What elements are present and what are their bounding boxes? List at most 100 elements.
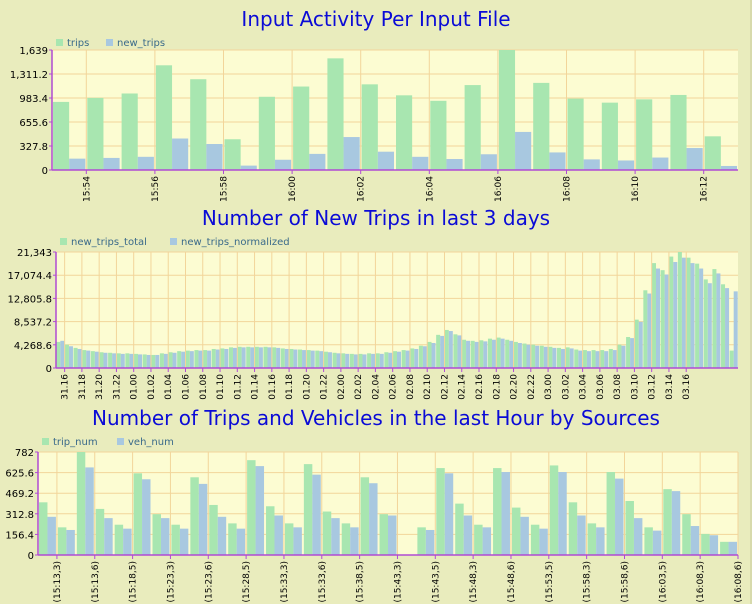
- bar-trip-num: [511, 507, 521, 555]
- chart-input-activity: Input Activity Per Input File trips new_…: [10, 7, 738, 202]
- bar-new-trips-total: [660, 270, 665, 368]
- bar-new-trips: [480, 154, 497, 170]
- bar-trip-num: [606, 472, 616, 555]
- bar-new-trips-normalized: [725, 288, 730, 368]
- bar-new-trips-total: [228, 347, 233, 368]
- bar-new-trips-total: [367, 353, 372, 368]
- bar-new-trips-normalized: [491, 339, 496, 368]
- bar-trips: [396, 95, 413, 170]
- bar-new-trips: [240, 165, 257, 170]
- bar-new-trips-total: [298, 349, 303, 368]
- bar-new-trips-normalized: [655, 268, 661, 368]
- y-tick-label: 0: [42, 166, 48, 177]
- bar-trip-num: [587, 523, 597, 555]
- x-tick-label: 01.18: [285, 374, 295, 400]
- bar-new-trips: [309, 153, 326, 170]
- bar-veh-num: [444, 473, 454, 555]
- bar-new-trips-total: [634, 319, 639, 368]
- bar-new-trips: [343, 137, 360, 170]
- bar-trip-num: [114, 524, 124, 555]
- chart-legend: trips new_trips: [56, 38, 165, 49]
- bar-new-trips-normalized: [500, 338, 505, 368]
- bar-veh-num: [463, 515, 473, 555]
- bar-trips: [224, 139, 241, 170]
- bar-trips: [498, 50, 516, 170]
- bar-new-trips-normalized: [215, 349, 220, 368]
- bar-veh-num: [104, 518, 113, 555]
- bar-new-trips: [412, 156, 429, 170]
- bar-trips: [327, 58, 344, 170]
- legend-swatch-new-trips-total: [60, 238, 67, 245]
- bar-new-trips-total: [513, 341, 518, 368]
- bar-new-trips-total: [392, 351, 397, 368]
- x-tick-label: (15:13,6): [91, 561, 101, 603]
- bar-new-trips-total: [263, 346, 268, 368]
- bar-trip-num: [568, 502, 578, 555]
- bar-new-trips-total: [721, 284, 726, 368]
- bar-trips: [601, 102, 618, 170]
- bar-new-trips-normalized: [267, 347, 272, 368]
- bar-new-trips-total: [565, 347, 570, 368]
- bar-veh-num: [652, 530, 662, 555]
- bar-veh-num: [577, 515, 586, 555]
- bar-new-trips-total: [548, 346, 553, 368]
- bar-new-trips-total: [323, 351, 328, 368]
- bar-new-trips-normalized: [673, 262, 678, 368]
- chart-title: Number of Trips and Vehicles in the last…: [92, 406, 660, 430]
- bar-trips: [430, 100, 447, 170]
- plot-area: 0 4,268.6 8,537.2 12,805.8 17,074.4 21,343 31.…: [7, 248, 738, 400]
- bar-new-trips-total: [729, 350, 734, 368]
- chart-legend: new_trips_total new_trips_normalized: [60, 237, 290, 248]
- x-tick-label: (15:48,3): [469, 561, 479, 603]
- bar-new-trips-normalized: [189, 351, 194, 368]
- bar-new-trips-total: [315, 350, 320, 368]
- x-tick-label: (15:43,3): [393, 561, 403, 603]
- bar-new-trips-total: [505, 339, 510, 368]
- bar-new-trips: [549, 152, 566, 170]
- bar-new-trips-total: [82, 350, 87, 368]
- y-tick-label: 17,074.4: [7, 271, 52, 282]
- bar-trip-num: [39, 502, 48, 555]
- bar-veh-num: [350, 527, 359, 555]
- bar-new-trips-total: [539, 345, 544, 368]
- bar-new-trips-normalized: [155, 354, 160, 368]
- bar-new-trips-normalized: [699, 268, 704, 368]
- bar-new-trips-normalized: [232, 347, 237, 368]
- bar-new-trips-total: [462, 339, 467, 368]
- bar-trip-num: [379, 514, 388, 555]
- y-tick-label: 1,311.2: [10, 70, 48, 81]
- bar-veh-num: [520, 516, 529, 555]
- bar-veh-num: [198, 483, 208, 555]
- bar-new-trips-normalized: [733, 291, 738, 368]
- y-tick-label: 469.2: [5, 489, 34, 500]
- bar-trips: [670, 94, 687, 170]
- x-tick-label: 16:12: [700, 176, 710, 202]
- bar-veh-num: [596, 527, 605, 555]
- x-tick-label: 01.10: [216, 374, 226, 400]
- bar-new-trips-total: [64, 344, 69, 368]
- x-tick-label: 16:10: [631, 176, 641, 202]
- bar-trip-num: [701, 533, 710, 555]
- bar-trips: [258, 96, 275, 170]
- bar-new-trips-total: [272, 347, 277, 368]
- bar-veh-num: [85, 467, 94, 555]
- x-tick-label: 15:56: [151, 176, 161, 202]
- bar-trips: [53, 101, 70, 170]
- bar-new-trips-normalized: [258, 347, 263, 368]
- bar-new-trips-total: [626, 337, 631, 368]
- bar-trips: [190, 79, 207, 170]
- x-tick-label: 01.22: [320, 374, 330, 400]
- chart-legend: trip_num veh_num: [42, 437, 174, 448]
- bar-trip-num: [549, 465, 559, 555]
- bar-new-trips-total: [384, 352, 389, 368]
- bar-new-trips-total: [116, 353, 121, 368]
- bar-new-trips-normalized: [379, 353, 384, 368]
- x-tick-label: 02.20: [510, 374, 520, 400]
- bar-new-trips-normalized: [621, 345, 626, 368]
- x-tick-label: 03.02: [561, 374, 571, 400]
- bar-new-trips-total: [427, 341, 432, 368]
- bar-veh-num: [425, 529, 435, 555]
- chart-title: Input Activity Per Input File: [241, 7, 510, 31]
- bar-veh-num: [728, 541, 737, 555]
- bar-new-trips-total: [306, 350, 311, 368]
